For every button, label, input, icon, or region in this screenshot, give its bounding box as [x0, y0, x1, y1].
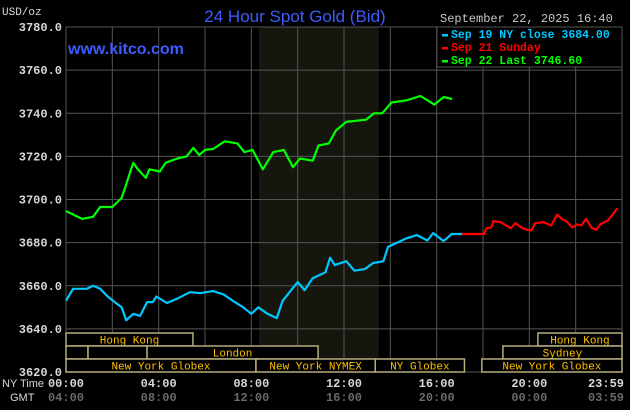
session-label: NY Globex	[390, 362, 450, 374]
x-tick-gmt: 00:00	[511, 391, 547, 405]
session-label: New York NYMEX	[269, 362, 362, 374]
session-label: London	[213, 349, 253, 361]
y-tick-label: 3680.0	[19, 237, 62, 251]
x-tick-ny: 08:00	[233, 377, 269, 391]
y-tick-label: 3760.0	[19, 64, 62, 78]
timestamp: September 22, 2025 16:40	[440, 12, 613, 26]
x-tick-ny: 16:00	[419, 377, 455, 391]
legend-entry: Sep 21 Sunday	[451, 42, 541, 55]
y-tick-label: 3780.0	[19, 21, 62, 35]
y-tick-label: 3720.0	[19, 150, 62, 164]
series-line-0	[65, 232, 463, 322]
x-tick-ny: 23:59	[588, 377, 624, 391]
x-tick-ny: 04:00	[141, 377, 177, 391]
x-tick-gmt: 08:00	[141, 391, 177, 405]
session-label: Hong Kong	[100, 336, 159, 348]
y-tick-label: 3640.0	[19, 323, 62, 337]
legend-entry: Sep 19 NY close 3684.00	[451, 29, 610, 42]
legend-swatch	[442, 47, 448, 50]
session-label: Hong Kong	[550, 336, 609, 348]
x-tick-ny: 00:00	[48, 377, 84, 391]
y-tick-label: 3620.0	[19, 366, 62, 380]
legend-swatch	[442, 60, 448, 63]
x-tick-gmt: 20:00	[419, 391, 455, 405]
session-label: New York Globex	[111, 362, 210, 374]
session-bar	[481, 358, 623, 373]
legend	[436, 26, 623, 68]
x-tick-gmt: 16:00	[326, 391, 362, 405]
y-axis-label: USD/oz	[2, 7, 42, 19]
y-tick-label: 3660.0	[19, 280, 62, 294]
session-label: Sydney	[543, 349, 583, 361]
x-tick-gmt: 04:00	[48, 391, 84, 405]
series-line-1	[462, 207, 619, 236]
x-tick-gmt: 12:00	[233, 391, 269, 405]
series-line-2	[65, 94, 453, 220]
y-tick-label: 3700.0	[19, 194, 62, 208]
watermark: www.kitco.com	[67, 41, 184, 58]
legend-swatch	[442, 34, 448, 37]
x-tick-gmt: 03:59	[588, 391, 624, 405]
session-bar	[87, 345, 148, 360]
x-tick-ny: 12:00	[326, 377, 362, 391]
session-bar	[65, 345, 89, 360]
gmt-label: GMT	[10, 392, 35, 404]
ny-time-label: NY Time	[2, 378, 44, 390]
legend-entry: Sep 22 Last 3746.60	[451, 55, 582, 68]
y-tick-label: 3740.0	[19, 107, 62, 121]
chart-title: 24 Hour Spot Gold (Bid)	[204, 7, 385, 26]
session-label: New York Globex	[502, 362, 601, 374]
x-tick-ny: 20:00	[511, 377, 547, 391]
session-bar	[374, 358, 466, 373]
